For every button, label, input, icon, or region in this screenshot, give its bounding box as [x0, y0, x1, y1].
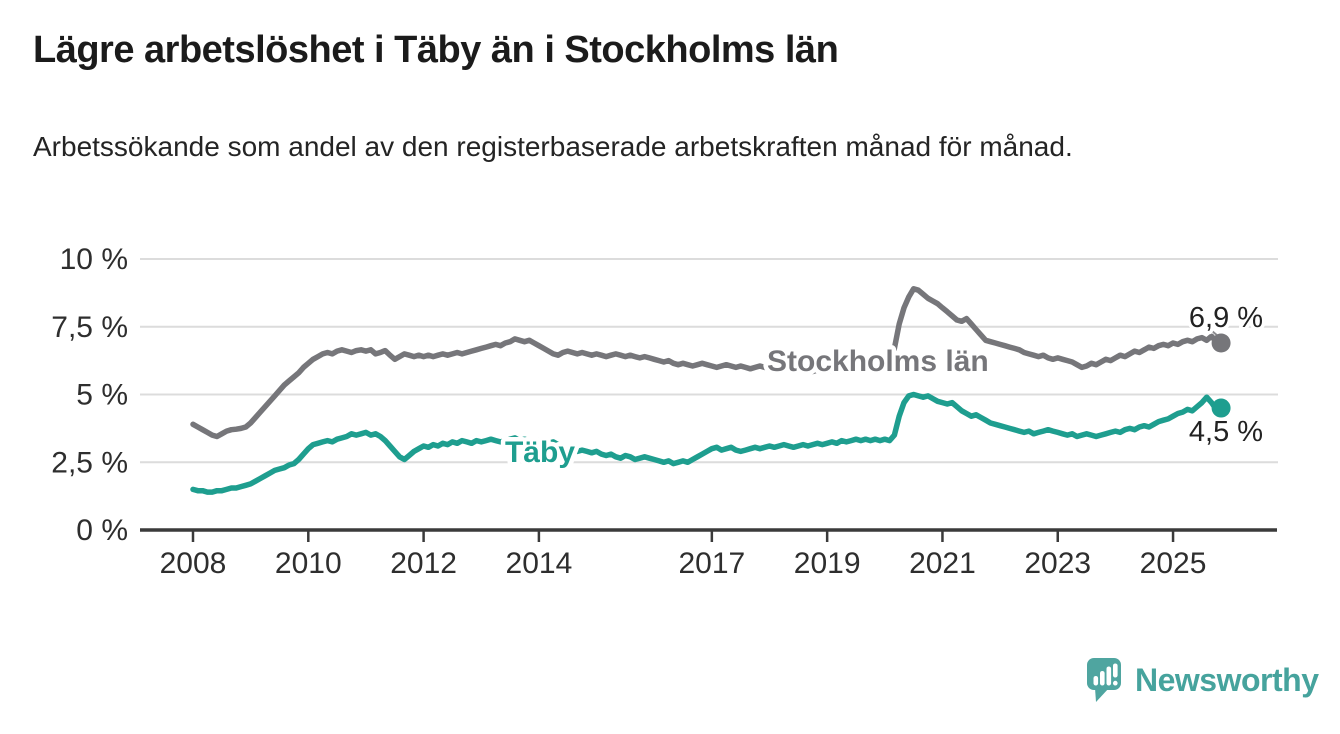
x-axis-tick-label: 2010 — [275, 547, 342, 580]
series-label-t-by: Täby — [505, 436, 575, 469]
series-line-stockholms-l-n — [190, 286, 1224, 440]
y-axis-tick-label: 7,5 % — [51, 311, 128, 344]
y-axis-tick-label: 10 % — [60, 243, 128, 276]
chart-title: Lägre arbetslöshet i Täby än i Stockholm… — [33, 29, 839, 71]
end-dot-stockholms-l-n — [1211, 333, 1231, 353]
y-axis-tick-label: 0 % — [76, 514, 128, 547]
x-axis-tick-label: 2025 — [1140, 547, 1207, 580]
newsworthy-logo: Newsworthy — [1086, 656, 1319, 704]
x-axis-tick-label: 2023 — [1024, 547, 1091, 580]
x-axis-tick-label: 2014 — [506, 547, 573, 580]
end-dot-t-by — [1211, 398, 1231, 418]
x-axis-tick-label: 2017 — [678, 547, 745, 580]
x-axis-tick-label: 2021 — [909, 547, 976, 580]
x-axis-tick-label: 2008 — [160, 547, 227, 580]
x-axis-tick-label: 2012 — [390, 547, 457, 580]
newsworthy-logo-text: Newsworthy — [1135, 661, 1319, 698]
x-axis-tick-label: 2019 — [794, 547, 861, 580]
series-label-stockholms-l-n: Stockholms län — [767, 345, 989, 378]
end-value-label-t-by: 4,5 % — [1189, 416, 1263, 448]
y-axis-tick-label: 5 % — [76, 379, 128, 412]
chart-subtitle: Arbetssökande som andel av den registerb… — [33, 131, 1073, 162]
end-value-label-stockholms-l-n: 6,9 % — [1189, 302, 1263, 334]
y-axis-tick-label: 2,5 % — [51, 446, 128, 479]
bar-chart-speech-bubble-icon — [1087, 658, 1121, 702]
series-line-t-by — [190, 391, 1224, 495]
